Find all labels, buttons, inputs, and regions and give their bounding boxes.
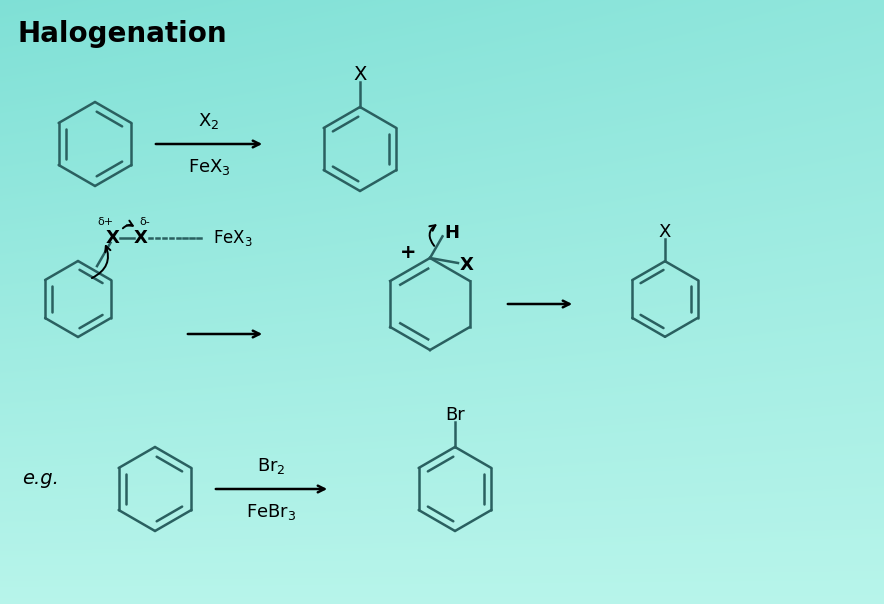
- Text: Br: Br: [446, 406, 465, 424]
- Text: Br$_2$: Br$_2$: [257, 456, 286, 476]
- Text: Halogenation: Halogenation: [18, 20, 227, 48]
- Text: X: X: [354, 65, 367, 85]
- Text: δ-: δ-: [140, 217, 150, 227]
- Text: X: X: [460, 256, 474, 274]
- Text: e.g.: e.g.: [22, 469, 59, 489]
- Text: H: H: [444, 224, 459, 242]
- Text: FeX$_3$: FeX$_3$: [187, 157, 231, 177]
- Text: FeX$_3$: FeX$_3$: [213, 228, 253, 248]
- Text: X: X: [106, 230, 120, 248]
- Text: FeBr$_3$: FeBr$_3$: [247, 502, 297, 522]
- Text: X$_2$: X$_2$: [198, 111, 219, 131]
- Text: X: X: [134, 230, 148, 248]
- Text: +: +: [400, 243, 416, 263]
- Text: δ+: δ+: [97, 217, 113, 227]
- Text: X: X: [659, 222, 671, 240]
